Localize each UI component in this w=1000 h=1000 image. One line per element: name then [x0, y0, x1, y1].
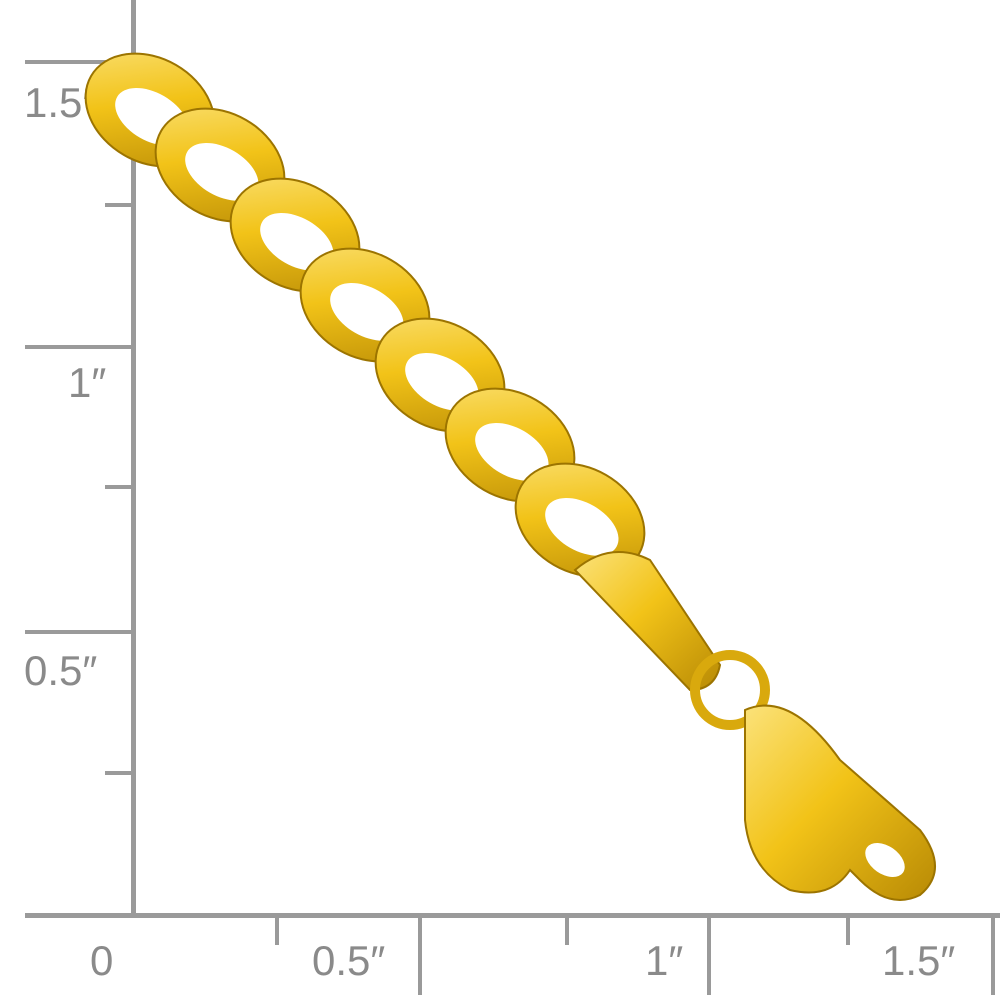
ruler-tick — [105, 771, 135, 775]
ruler-tick — [991, 915, 995, 995]
ruler-label-1-vertical: 1″ — [68, 359, 107, 406]
ruler-vertical-axis — [131, 0, 136, 918]
ruler-horizontal-axis — [25, 913, 1000, 918]
chain-link-opening — [330, 282, 404, 341]
ruler-tick — [25, 60, 135, 64]
ruler-tick — [275, 915, 279, 945]
chain-link-opening — [545, 497, 619, 556]
jump-ring — [690, 650, 770, 730]
ruler-tick — [25, 630, 135, 634]
ruler-label-1-5-horizontal: 1.5″ — [882, 937, 956, 984]
ruler-label-1-horizontal: 1″ — [645, 937, 684, 984]
chain-link-opening — [405, 352, 479, 411]
ruler-tick — [418, 915, 422, 995]
chain-link-opening — [475, 422, 549, 481]
ruler-tick — [25, 345, 135, 349]
chain-link-opening — [260, 212, 334, 271]
ruler-tick — [846, 915, 850, 945]
ruler-tick — [565, 915, 569, 945]
ruler-tick — [105, 203, 135, 207]
ruler-label-0-5-horizontal: 0.5″ — [312, 937, 386, 984]
ruler-tick — [105, 485, 135, 489]
ruler-tick — [707, 915, 711, 995]
chain-end-cap — [573, 551, 722, 692]
lobster-clasp-icon — [744, 704, 936, 901]
ruler-label-0-5-vertical: 0.5″ — [24, 647, 98, 694]
ruler-label-0: 0 — [90, 937, 114, 984]
chain-link-opening — [185, 142, 259, 201]
